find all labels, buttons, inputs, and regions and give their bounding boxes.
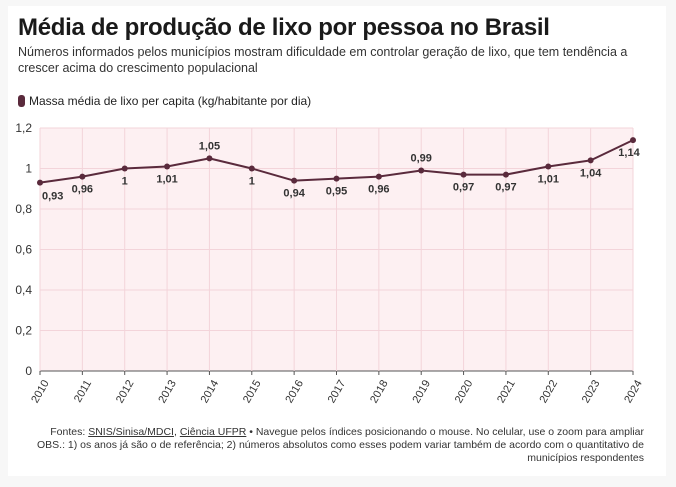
y-tick-label: 0,8 [15, 202, 32, 216]
data-label: 0,97 [495, 182, 516, 194]
source-link-snis[interactable]: SNIS/Sinisa/MDCI [88, 426, 174, 438]
data-label: 0,93 [42, 191, 63, 203]
data-label: 0,96 [72, 184, 93, 196]
y-tick-label: 1 [25, 162, 32, 176]
y-tick-label: 0,4 [15, 283, 32, 297]
data-point [291, 177, 298, 184]
legend[interactable]: Massa média de lixo per capita (kg/habit… [18, 94, 311, 108]
data-label: 1,05 [199, 140, 220, 152]
sources-line: Fontes: SNIS/Sinisa/MDCI, Ciência UFPR •… [24, 426, 644, 439]
y-tick-label: 0,6 [15, 243, 32, 257]
sources-prefix: Fontes: [50, 426, 89, 438]
data-point [545, 163, 552, 170]
data-label: 0,95 [326, 186, 347, 198]
data-label: 1 [249, 176, 255, 188]
sources-separator: , [173, 426, 180, 438]
y-tick-label: 1,2 [15, 121, 32, 135]
y-tick-label: 0 [25, 364, 32, 378]
x-tick-label: 2014 [199, 378, 222, 405]
data-point [333, 175, 340, 182]
data-label: 1,14 [618, 147, 640, 159]
data-label: 1,04 [580, 167, 602, 179]
data-label: 0,96 [368, 184, 389, 196]
x-tick-label: 2018 [368, 378, 391, 405]
chart-title: Média de produção de lixo por pessoa no … [18, 14, 550, 41]
x-tick-label: 2021 [495, 378, 518, 405]
data-point [630, 137, 636, 144]
data-point [375, 173, 382, 180]
x-tick-label: 2012 [114, 378, 137, 405]
data-point [502, 171, 509, 178]
data-label: 0,99 [411, 153, 432, 165]
x-tick-label: 2016 [283, 378, 306, 405]
x-tick-label: 2019 [410, 378, 433, 405]
observations-note: OBS.: 1) os anos já são o de referência;… [37, 439, 644, 464]
legend-swatch [18, 95, 25, 107]
chart-footer: Fontes: SNIS/Sinisa/MDCI, Ciência UFPR •… [24, 426, 644, 465]
data-point [164, 163, 171, 170]
x-tick-label: 2023 [580, 378, 603, 405]
data-point [79, 173, 86, 180]
data-point [418, 167, 425, 174]
navigation-note: • Navegue pelos índices posicionando o m… [246, 426, 644, 438]
data-point [587, 157, 594, 164]
x-tick-label: 2017 [326, 378, 349, 405]
x-tick-label: 2015 [241, 378, 264, 405]
data-label: 1,01 [538, 173, 559, 185]
data-label: 0,97 [453, 182, 474, 194]
source-link-ufpr[interactable]: Ciência UFPR [179, 426, 247, 438]
chart-subtitle: Números informados pelos municípios most… [18, 45, 628, 75]
x-tick-label: 2024 [622, 378, 645, 405]
data-label: 0,94 [283, 188, 305, 200]
x-tick-label: 2011 [72, 378, 94, 404]
x-tick-label: 2013 [156, 378, 179, 405]
x-tick-label: 2010 [29, 378, 52, 405]
data-label: 1 [122, 176, 128, 188]
data-point [248, 165, 255, 172]
x-tick-label: 2022 [537, 378, 560, 405]
data-point [460, 171, 467, 178]
data-point [206, 155, 213, 162]
data-point [37, 179, 43, 186]
x-tick-label: 2020 [453, 378, 476, 405]
legend-label: Massa média de lixo per capita (kg/habit… [29, 94, 312, 108]
data-label: 1,01 [156, 173, 177, 185]
data-point [121, 165, 128, 172]
y-tick-label: 0,2 [15, 324, 32, 338]
